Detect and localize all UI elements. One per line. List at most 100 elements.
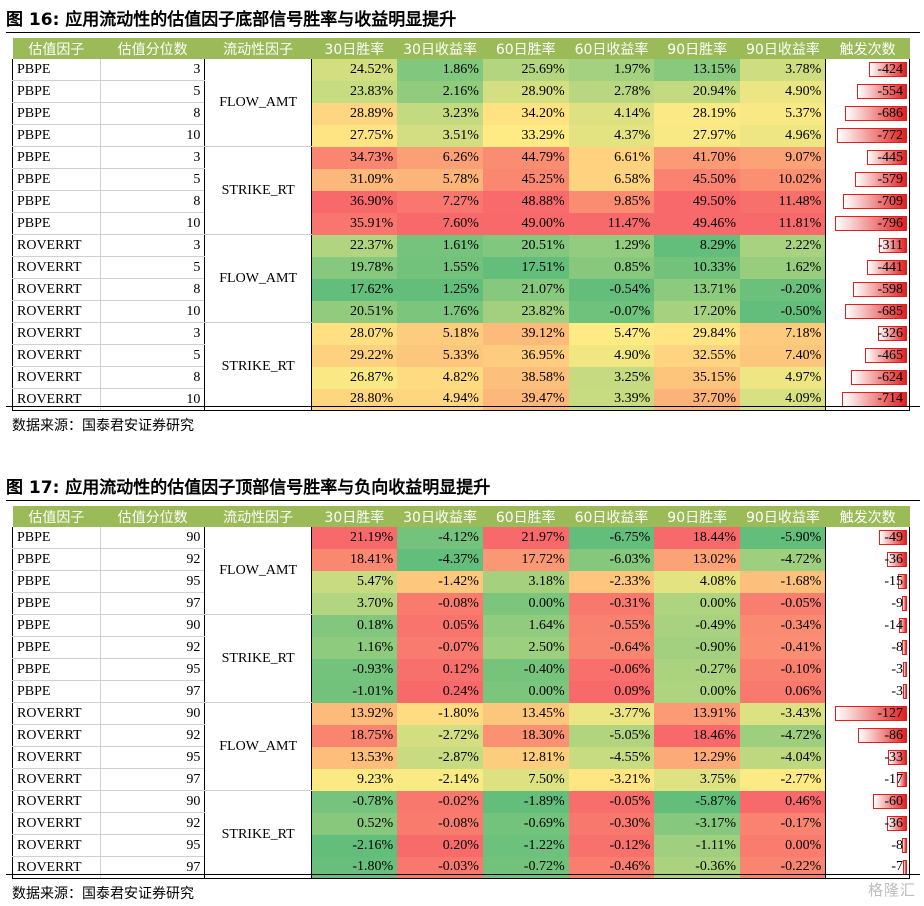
metric-cell: 1.61% xyxy=(397,234,483,257)
trigger-count-bar xyxy=(851,369,907,385)
column-header: 60日胜率 xyxy=(482,38,569,59)
trigger-count-cell: -3 xyxy=(825,680,910,703)
percentile-cell: 92 xyxy=(99,812,205,835)
metric-cell: 1.97% xyxy=(568,59,655,81)
percentile-cell: 97 xyxy=(99,680,205,703)
metric-cell: 4.94% xyxy=(397,388,483,411)
metric-cell: 27.97% xyxy=(654,124,741,147)
metric-cell: -3.43% xyxy=(740,702,826,725)
trigger-count-value: -554 xyxy=(877,83,903,99)
metric-cell: -0.08% xyxy=(397,592,483,615)
metric-cell: 36.95% xyxy=(482,344,569,367)
metric-cell: 17.20% xyxy=(654,300,741,323)
metric-cell: -0.55% xyxy=(568,614,655,637)
metric-cell: -2.16% xyxy=(311,834,398,857)
metric-cell: 17.51% xyxy=(482,256,569,279)
metric-cell: -0.46% xyxy=(568,856,655,879)
table-rule xyxy=(6,406,920,407)
trigger-count-value: -86 xyxy=(884,727,903,743)
metric-cell: 19.78% xyxy=(311,256,398,279)
trigger-count-cell: -15 xyxy=(825,570,910,593)
table-row: ROVERRT 8 17.62% 1.25% 21.07% -0.54% 13.71% -0.… xyxy=(12,278,910,301)
metric-cell: 11.48% xyxy=(740,190,826,213)
metric-cell: 7.18% xyxy=(740,322,826,345)
metric-cell: 5.33% xyxy=(397,344,483,367)
liquidity-cell: FLOW_AMT xyxy=(204,234,312,323)
metric-cell: 9.07% xyxy=(740,146,826,169)
metric-cell: -1.68% xyxy=(740,570,826,593)
metric-cell: -0.78% xyxy=(311,790,398,813)
metric-cell: 18.41% xyxy=(311,548,398,571)
metric-cell: 2.78% xyxy=(568,80,655,103)
factor-cell: ROVERRT xyxy=(12,234,101,257)
metric-cell: 4.09% xyxy=(740,388,826,411)
metric-cell: 20.51% xyxy=(311,300,398,323)
percentile-cell: 3 xyxy=(99,146,205,169)
metric-cell: 21.19% xyxy=(311,527,398,549)
trigger-count-value: -311 xyxy=(877,237,903,253)
factor-cell: ROVERRT xyxy=(12,278,101,301)
metric-cell: -3.17% xyxy=(654,812,741,835)
metric-cell: 23.83% xyxy=(311,80,398,103)
liquidity-cell: STRIKE_RT xyxy=(204,614,312,703)
factor-cell: PBPE xyxy=(12,146,101,169)
trigger-count-bar xyxy=(855,171,907,187)
percentile-cell: 5 xyxy=(99,168,205,191)
metric-cell: -0.10% xyxy=(740,658,826,681)
metric-cell: 6.58% xyxy=(568,168,655,191)
metric-cell: -0.31% xyxy=(568,592,655,615)
trigger-count-cell: -326 xyxy=(825,322,910,345)
percentile-cell: 95 xyxy=(99,658,205,681)
metric-cell: 1.29% xyxy=(568,234,655,257)
metric-cell: 10.33% xyxy=(654,256,741,279)
table-row: PBPE 97 3.70% -0.08% 0.00% -0.31% 0.00% -0.05% -… xyxy=(12,592,910,615)
table-row: PBPE 95 -0.93% 0.12% -0.40% -0.06% -0.27% -0.10… xyxy=(12,658,910,681)
metric-cell: -5.87% xyxy=(654,790,741,813)
table-row: PBPE 97 -1.01% 0.24% 0.00% 0.09% 0.00% 0.06% -3 xyxy=(12,680,910,703)
metric-cell: 35.15% xyxy=(654,366,741,389)
metric-cell: 2.50% xyxy=(482,636,569,659)
trigger-count-bar xyxy=(835,215,907,231)
metric-cell: 0.18% xyxy=(311,614,398,637)
factor-cell: PBPE xyxy=(12,592,101,615)
factor-cell: ROVERRT xyxy=(12,322,101,345)
trigger-count-cell: -127 xyxy=(825,702,910,725)
watermark-logo: 格隆汇 xyxy=(867,881,916,899)
trigger-count-bar xyxy=(899,617,907,633)
metric-cell: -0.50% xyxy=(740,300,826,323)
metric-cell: 34.73% xyxy=(311,146,398,169)
percentile-cell: 8 xyxy=(99,102,205,125)
metric-cell: 12.81% xyxy=(482,746,569,769)
metric-cell: 45.25% xyxy=(482,168,569,191)
column-header: 估值因子 xyxy=(12,506,101,527)
metric-cell: -4.37% xyxy=(397,548,483,571)
table-row: PBPE 92 18.41% -4.37% 17.72% -6.03% 13.02% -4.7… xyxy=(12,548,910,571)
metric-cell: 37.70% xyxy=(654,388,741,411)
metric-cell: 17.62% xyxy=(311,278,398,301)
metric-cell: 49.50% xyxy=(654,190,741,213)
metric-cell: 41.70% xyxy=(654,146,741,169)
trigger-count-value: -772 xyxy=(877,127,903,143)
metric-cell: -0.02% xyxy=(397,790,483,813)
percentile-cell: 92 xyxy=(99,636,205,659)
trigger-count-cell: -8 xyxy=(825,636,910,659)
metric-cell: 1.62% xyxy=(740,256,826,279)
metric-cell: 4.90% xyxy=(568,344,655,367)
metric-cell: 0.85% xyxy=(568,256,655,279)
metric-cell: 44.79% xyxy=(482,146,569,169)
trigger-count-cell: -86 xyxy=(825,724,910,747)
metric-cell: -4.12% xyxy=(397,527,483,549)
trigger-count-bar xyxy=(837,127,907,143)
metric-cell: -2.87% xyxy=(397,746,483,769)
metric-cell: 3.25% xyxy=(568,366,655,389)
metric-cell: 29.22% xyxy=(311,344,398,367)
metric-cell: -0.05% xyxy=(740,592,826,615)
trigger-count-value: -17 xyxy=(884,771,903,787)
table-row: ROVERRT 3 STRIKE_RT 28.07% 5.18% 39.12% 5.47% 2… xyxy=(12,322,910,411)
column-header: 90日胜率 xyxy=(654,38,741,59)
factor-cell: PBPE xyxy=(12,80,101,103)
trigger-count-cell: -579 xyxy=(825,168,910,191)
column-header: 90日收益率 xyxy=(740,506,826,527)
trigger-count-bar xyxy=(902,837,907,853)
metric-cell: 11.47% xyxy=(568,212,655,235)
